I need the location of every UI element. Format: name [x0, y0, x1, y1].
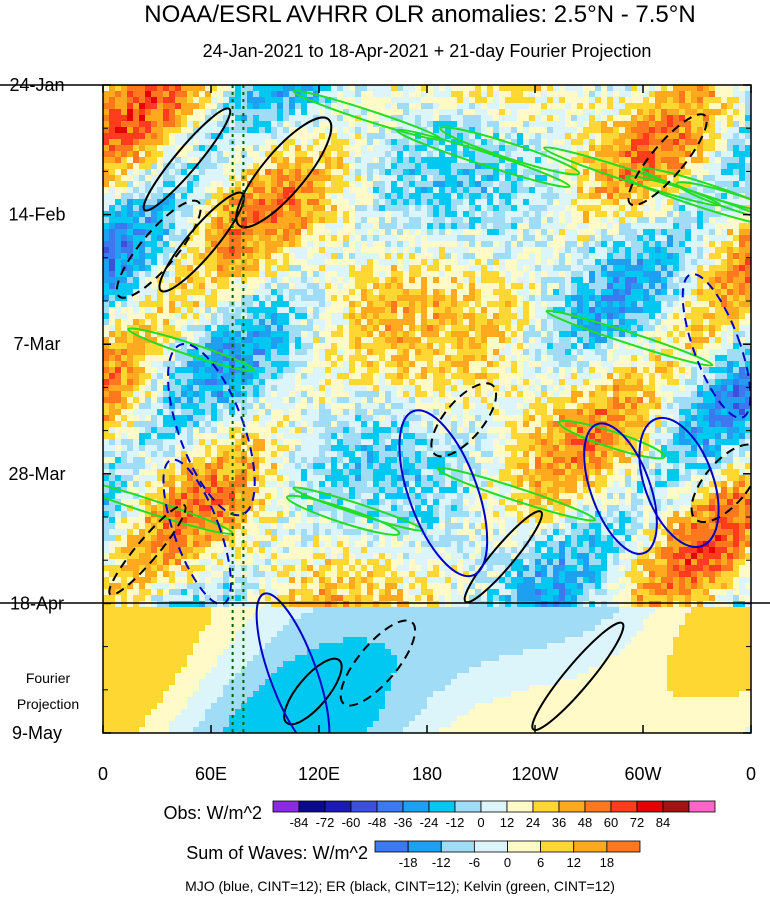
axes: 0 60E 120E 180 120W 60W 0 24-Jan 14-Feb 7-Mar 28-M… — [8, 75, 756, 784]
colorbar-swatch — [532, 800, 560, 813]
x-tick-label: 120W — [511, 764, 558, 784]
er-contour — [142, 107, 232, 212]
colorbar-level-label: 36 — [552, 815, 566, 830]
colorbar-level-label: -12 — [432, 855, 451, 870]
x-tick-label: 60W — [624, 764, 661, 784]
colorbar-level-label: -36 — [394, 815, 413, 830]
colorbar-swatch — [606, 840, 641, 853]
er-contour — [283, 657, 343, 726]
er-contour — [108, 503, 187, 596]
y-tick-label: 7-Mar — [13, 334, 60, 354]
obs-colorbar: -84 -72 -60 -48 -36 -24 -12 0 12 24 36 48 60 72 84 Obs:… — [164, 800, 716, 830]
er-contour — [339, 619, 417, 707]
er-contour — [235, 116, 333, 229]
colorbar-level-label: 6 — [537, 855, 544, 870]
projection-label-line1: Fourier — [26, 670, 71, 686]
colorbar-swatch — [480, 800, 508, 813]
y-tick-label: 24-Jan — [9, 75, 64, 95]
waves-colorbar: -18 -12 -6 0 6 12 18 Sum of Waves: W/m^2 — [186, 840, 641, 870]
y-tick-label: 18-Apr — [10, 593, 64, 613]
colorbar-swatch — [428, 800, 456, 813]
er-contour — [531, 621, 625, 732]
mjo-contour — [167, 342, 256, 517]
legend-footer: MJO (blue, CINT=12); ER (black, CINT=12)… — [185, 878, 615, 894]
mjo-contour — [583, 422, 658, 555]
colorbar-swatch — [558, 800, 586, 813]
kelvin-contour — [545, 309, 714, 367]
colorbar-title: Obs: W/m^2 — [164, 803, 262, 823]
colorbar-level-label: 84 — [656, 815, 670, 830]
colorbar-swatch — [324, 800, 352, 813]
y-tick-label: 9-May — [12, 723, 62, 743]
x-tick-label: 0 — [98, 764, 108, 784]
colorbar-level-label: 0 — [477, 815, 484, 830]
colorbar-level-label: 60 — [604, 815, 618, 830]
wave-contours — [103, 85, 751, 733]
projection-label-line2: Projection — [17, 696, 79, 712]
kelvin-contour — [439, 126, 581, 176]
colorbar-level-label: -12 — [446, 815, 465, 830]
colorbar-swatch — [610, 800, 638, 813]
colorbar-level-label: -48 — [368, 815, 387, 830]
kelvin-contour — [675, 181, 751, 228]
colorbar-swatch — [440, 840, 475, 853]
mjo-contour — [681, 273, 751, 419]
colorbar-swatch — [584, 800, 612, 813]
colorbar-level-label: 72 — [630, 815, 644, 830]
colorbar-swatch — [573, 840, 608, 853]
er-contour — [627, 113, 708, 207]
kelvin-contour — [543, 146, 721, 207]
colorbar-swatch — [272, 800, 300, 813]
colorbar-swatch — [688, 800, 716, 813]
colorbar-swatch — [662, 800, 690, 813]
colorbar-swatch — [374, 840, 409, 853]
colorbar-title: Sum of Waves: W/m^2 — [186, 843, 368, 863]
er-contour — [158, 191, 245, 293]
kelvin-contour — [558, 419, 666, 460]
y-tick-label: 14-Feb — [8, 205, 65, 225]
colorbar-swatch — [407, 840, 442, 853]
x-tick-label: 180 — [412, 764, 442, 784]
kelvin-contour — [292, 89, 443, 141]
y-tick-label: 28-Mar — [8, 464, 65, 484]
x-tick-label: 120E — [298, 764, 340, 784]
colorbar-level-label: -24 — [420, 815, 439, 830]
colorbar-level-label: 0 — [504, 855, 511, 870]
chart-subtitle: 24-Jan-2021 to 18-Apr-2021 + 21-day Four… — [203, 41, 652, 61]
colorbar-level-label: -6 — [469, 855, 481, 870]
colorbar-swatch — [540, 840, 575, 853]
colorbar-level-label: 12 — [500, 815, 514, 830]
colorbar-level-label: -60 — [342, 815, 361, 830]
kelvin-contour — [436, 467, 597, 522]
kelvin-contour — [286, 494, 401, 536]
colorbar-swatch — [376, 800, 404, 813]
chart-title: NOAA/ESRL AVHRR OLR anomalies: 2.5°N - 7… — [144, 1, 695, 28]
colorbar-swatch — [506, 800, 534, 813]
colorbar-level-label: -72 — [316, 815, 335, 830]
olr-anomaly-field — [103, 85, 751, 733]
x-tick-label: 0 — [746, 764, 756, 784]
colorbar-level-label: 12 — [567, 855, 581, 870]
colorbar-swatch — [454, 800, 482, 813]
mjo-contour — [638, 416, 720, 549]
colorbar-swatch — [350, 800, 378, 813]
colorbar-swatch — [636, 800, 664, 813]
er-contour — [430, 382, 498, 458]
colorbar-swatch — [298, 800, 326, 813]
mjo-contour — [255, 592, 331, 733]
x-tick-label: 60E — [195, 764, 227, 784]
mjo-contour — [398, 409, 489, 578]
colorbar-swatch — [402, 800, 430, 813]
er-contour — [115, 199, 202, 299]
kelvin-contour — [127, 327, 255, 372]
er-contour — [463, 510, 543, 604]
colorbar-level-label: 24 — [526, 815, 540, 830]
colorbar-level-label: -84 — [290, 815, 309, 830]
colorbar-level-label: -18 — [399, 855, 418, 870]
colorbar-swatch — [473, 840, 508, 853]
colorbar-level-label: 48 — [578, 815, 592, 830]
colorbar-swatch — [507, 840, 542, 853]
colorbar-level-label: 18 — [600, 855, 614, 870]
